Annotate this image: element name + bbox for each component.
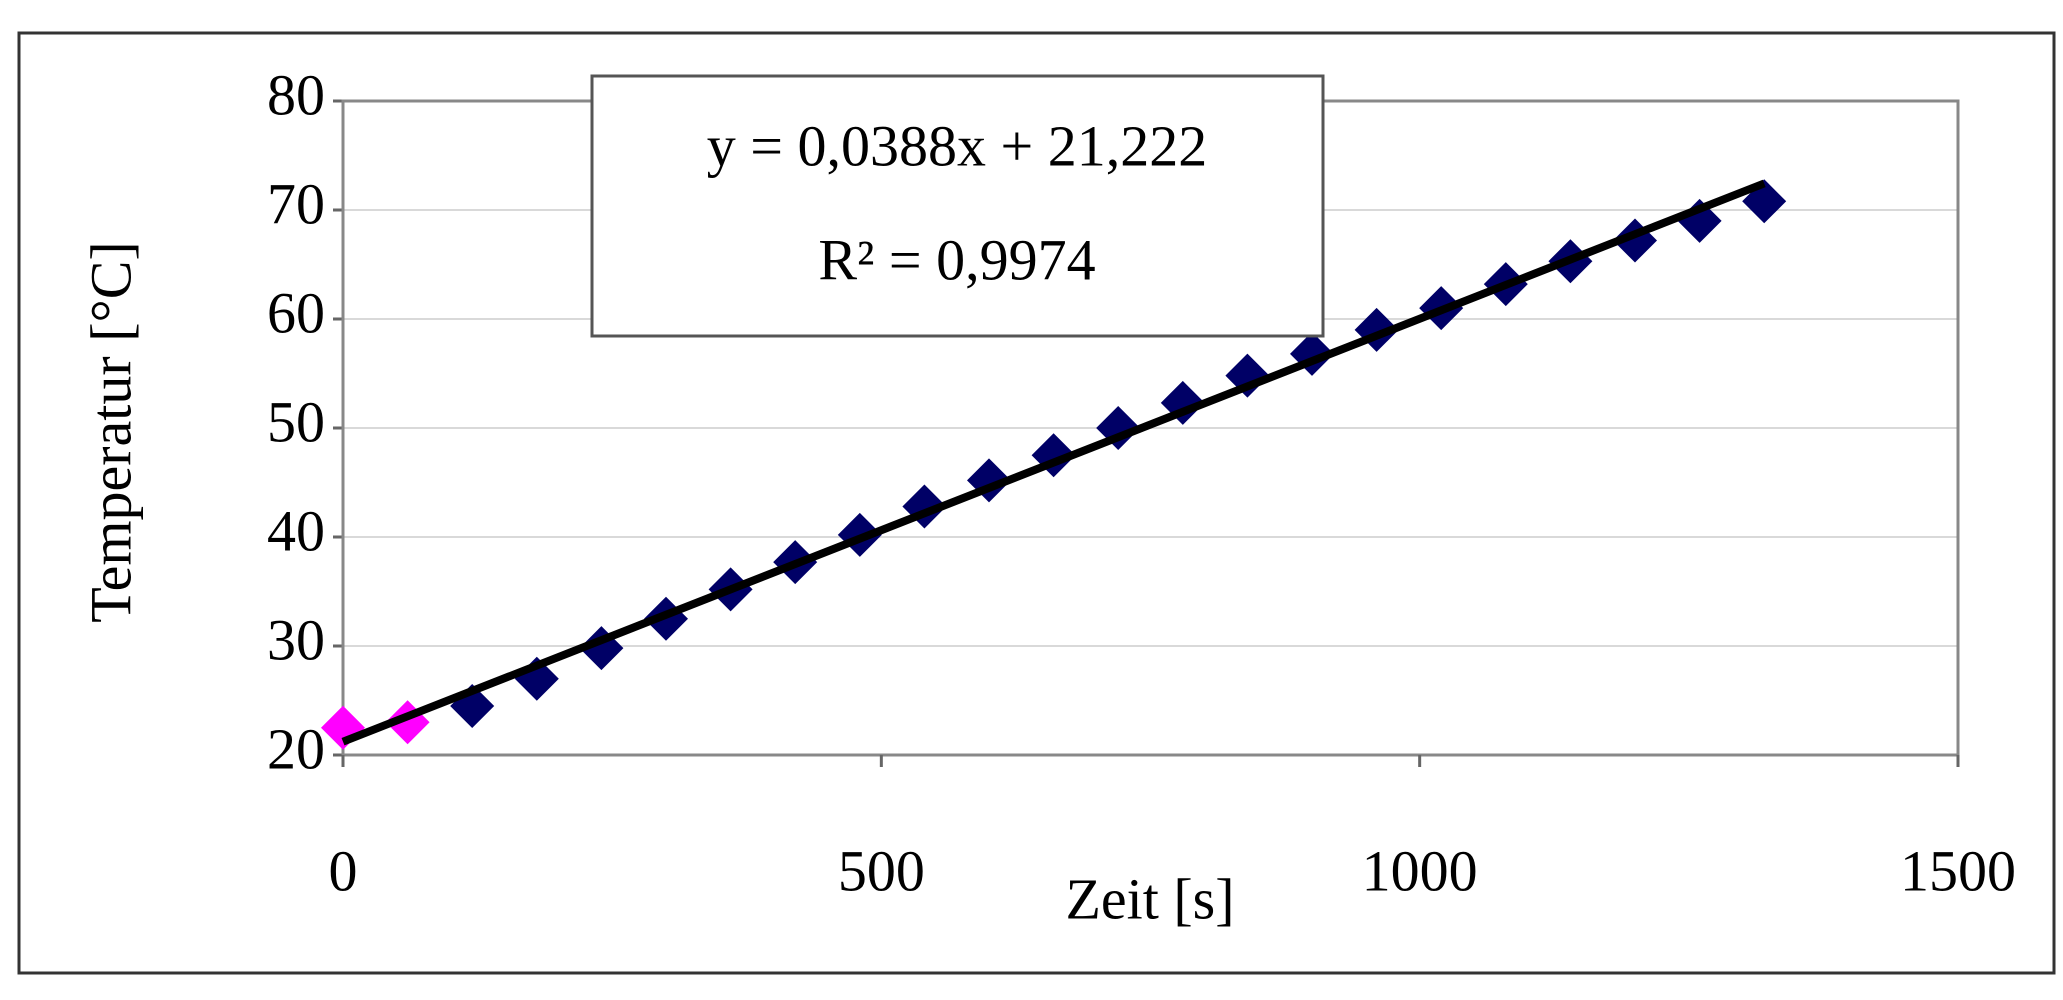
- x-tick-label: 1500: [1900, 838, 2016, 903]
- trend-equation: y = 0,0388x + 21,222: [707, 113, 1207, 178]
- x-tick-label: 0: [329, 838, 358, 903]
- y-tick-label: 50: [267, 389, 325, 454]
- x-tick-label: 1000: [1362, 838, 1478, 903]
- y-tick-label: 20: [267, 716, 325, 781]
- r-squared: R² = 0,9974: [818, 227, 1095, 292]
- y-axis-title: Temperatur [°C]: [78, 241, 143, 622]
- annotation-box: [590, 74, 1325, 338]
- y-tick-label: 70: [267, 171, 325, 236]
- y-tick-label: 60: [267, 280, 325, 345]
- y-tick-label: 40: [267, 498, 325, 563]
- trendline: [341, 179, 1766, 746]
- y-tick-label: 80: [267, 62, 325, 127]
- x-axis-title: Zeit [s]: [1065, 866, 1234, 931]
- y-tick-label: 30: [267, 607, 325, 672]
- x-tick-label: 500: [838, 838, 925, 903]
